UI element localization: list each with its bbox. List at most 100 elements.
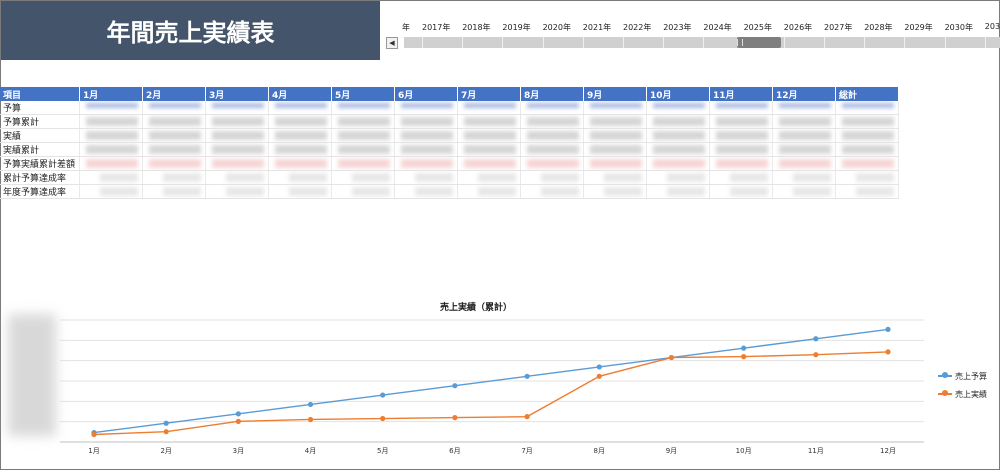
table-cell-redacted[interactable] — [520, 101, 584, 115]
table-cell-redacted[interactable] — [772, 156, 836, 171]
table-cell-redacted[interactable] — [583, 170, 647, 185]
table-cell-redacted[interactable] — [394, 101, 458, 115]
table-cell-redacted[interactable] — [583, 128, 647, 143]
table-cell-redacted[interactable] — [268, 101, 332, 115]
table-cell-redacted[interactable] — [835, 184, 899, 199]
table-cell-redacted[interactable] — [142, 114, 206, 129]
timeline-year[interactable]: 2023年 — [663, 23, 692, 32]
table-cell-redacted[interactable] — [205, 128, 269, 143]
table-cell-redacted[interactable] — [520, 156, 584, 171]
table-cell-redacted[interactable] — [772, 114, 836, 129]
table-cell-redacted[interactable] — [268, 184, 332, 199]
table-cell-redacted[interactable] — [772, 170, 836, 185]
table-cell-redacted[interactable] — [835, 128, 899, 143]
table-cell-redacted[interactable] — [772, 101, 836, 115]
table-cell-redacted[interactable] — [79, 184, 143, 199]
table-cell-redacted[interactable] — [457, 114, 521, 129]
table-cell-redacted[interactable] — [457, 128, 521, 143]
table-cell-redacted[interactable] — [331, 128, 395, 143]
table-cell-redacted[interactable] — [205, 170, 269, 185]
table-cell-redacted[interactable] — [394, 114, 458, 129]
table-cell-redacted[interactable] — [268, 142, 332, 157]
table-cell-redacted[interactable] — [583, 114, 647, 129]
table-cell-redacted[interactable] — [835, 114, 899, 129]
table-cell-redacted[interactable] — [520, 142, 584, 157]
table-cell-redacted[interactable] — [646, 170, 710, 185]
table-cell-redacted[interactable] — [835, 142, 899, 157]
table-cell-redacted[interactable] — [79, 114, 143, 129]
year-timeline-slicer[interactable]: 年 2017年 2018年 2019年 2020年 2021年 2022年 2023年 202… — [384, 18, 1000, 52]
table-cell-redacted[interactable] — [772, 128, 836, 143]
table-cell-redacted[interactable] — [835, 101, 899, 115]
table-cell-redacted[interactable] — [520, 170, 584, 185]
table-cell-redacted[interactable] — [142, 156, 206, 171]
table-cell-redacted[interactable] — [772, 142, 836, 157]
table-cell-redacted[interactable] — [268, 156, 332, 171]
timeline-year[interactable]: 2024年 — [703, 23, 732, 32]
timeline-year[interactable]: 2025年 — [743, 23, 772, 32]
table-cell-redacted[interactable] — [646, 156, 710, 171]
table-cell-redacted[interactable] — [79, 142, 143, 157]
table-cell-redacted[interactable] — [709, 114, 773, 129]
table-cell-redacted[interactable] — [142, 170, 206, 185]
table-cell-redacted[interactable] — [583, 142, 647, 157]
table-cell-redacted[interactable] — [142, 128, 206, 143]
table-cell-redacted[interactable] — [835, 170, 899, 185]
table-cell-redacted[interactable] — [142, 101, 206, 115]
drag-grip-icon[interactable] — [737, 39, 743, 46]
table-cell-redacted[interactable] — [520, 114, 584, 129]
table-cell-redacted[interactable] — [205, 142, 269, 157]
table-cell-redacted[interactable] — [142, 184, 206, 199]
table-cell-redacted[interactable] — [646, 114, 710, 129]
table-cell-redacted[interactable] — [772, 184, 836, 199]
timeline-track[interactable] — [404, 37, 1000, 48]
timeline-selection-handle[interactable] — [737, 37, 781, 48]
table-cell-redacted[interactable] — [457, 184, 521, 199]
timeline-year[interactable]: 2031 — [984, 22, 1000, 31]
table-cell-redacted[interactable] — [268, 170, 332, 185]
table-cell-redacted[interactable] — [520, 128, 584, 143]
table-cell-redacted[interactable] — [709, 142, 773, 157]
table-cell-redacted[interactable] — [583, 184, 647, 199]
table-cell-redacted[interactable] — [394, 170, 458, 185]
table-cell-redacted[interactable] — [646, 101, 710, 115]
table-cell-redacted[interactable] — [268, 114, 332, 129]
table-cell-redacted[interactable] — [709, 170, 773, 185]
table-cell-redacted[interactable] — [79, 101, 143, 115]
table-cell-redacted[interactable] — [205, 184, 269, 199]
table-cell-redacted[interactable] — [79, 128, 143, 143]
timeline-year[interactable]: 2017年 — [422, 23, 451, 32]
table-cell-redacted[interactable] — [268, 128, 332, 143]
table-cell-redacted[interactable] — [394, 184, 458, 199]
timeline-year[interactable]: 2020年 — [542, 23, 571, 32]
table-cell-redacted[interactable] — [646, 128, 710, 143]
timeline-year[interactable]: 2029年 — [904, 23, 933, 32]
table-cell-redacted[interactable] — [79, 156, 143, 171]
table-cell-redacted[interactable] — [457, 101, 521, 115]
table-cell-redacted[interactable] — [394, 128, 458, 143]
table-cell-redacted[interactable] — [331, 156, 395, 171]
timeline-year[interactable]: 2022年 — [623, 23, 652, 32]
table-cell-redacted[interactable] — [394, 156, 458, 171]
table-cell-redacted[interactable] — [331, 114, 395, 129]
timeline-year[interactable]: 2019年 — [502, 23, 531, 32]
table-cell-redacted[interactable] — [394, 142, 458, 157]
table-cell-redacted[interactable] — [709, 128, 773, 143]
table-cell-redacted[interactable] — [835, 156, 899, 171]
table-cell-redacted[interactable] — [457, 170, 521, 185]
timeline-year[interactable]: 2021年 — [582, 23, 612, 32]
table-cell-redacted[interactable] — [583, 101, 647, 115]
table-cell-redacted[interactable] — [142, 142, 206, 157]
timeline-year[interactable]: 2027年 — [824, 23, 853, 32]
table-cell-redacted[interactable] — [583, 156, 647, 171]
table-cell-redacted[interactable] — [331, 142, 395, 157]
timeline-year[interactable]: 2030年 — [944, 23, 973, 32]
table-cell-redacted[interactable] — [331, 101, 395, 115]
table-cell-redacted[interactable] — [646, 184, 710, 199]
timeline-year[interactable]: 2018年 — [462, 23, 491, 32]
table-cell-redacted[interactable] — [646, 142, 710, 157]
table-cell-redacted[interactable] — [520, 184, 584, 199]
table-cell-redacted[interactable] — [709, 156, 773, 171]
chevron-left-icon[interactable]: ◀ — [386, 37, 398, 49]
table-cell-redacted[interactable] — [331, 170, 395, 185]
